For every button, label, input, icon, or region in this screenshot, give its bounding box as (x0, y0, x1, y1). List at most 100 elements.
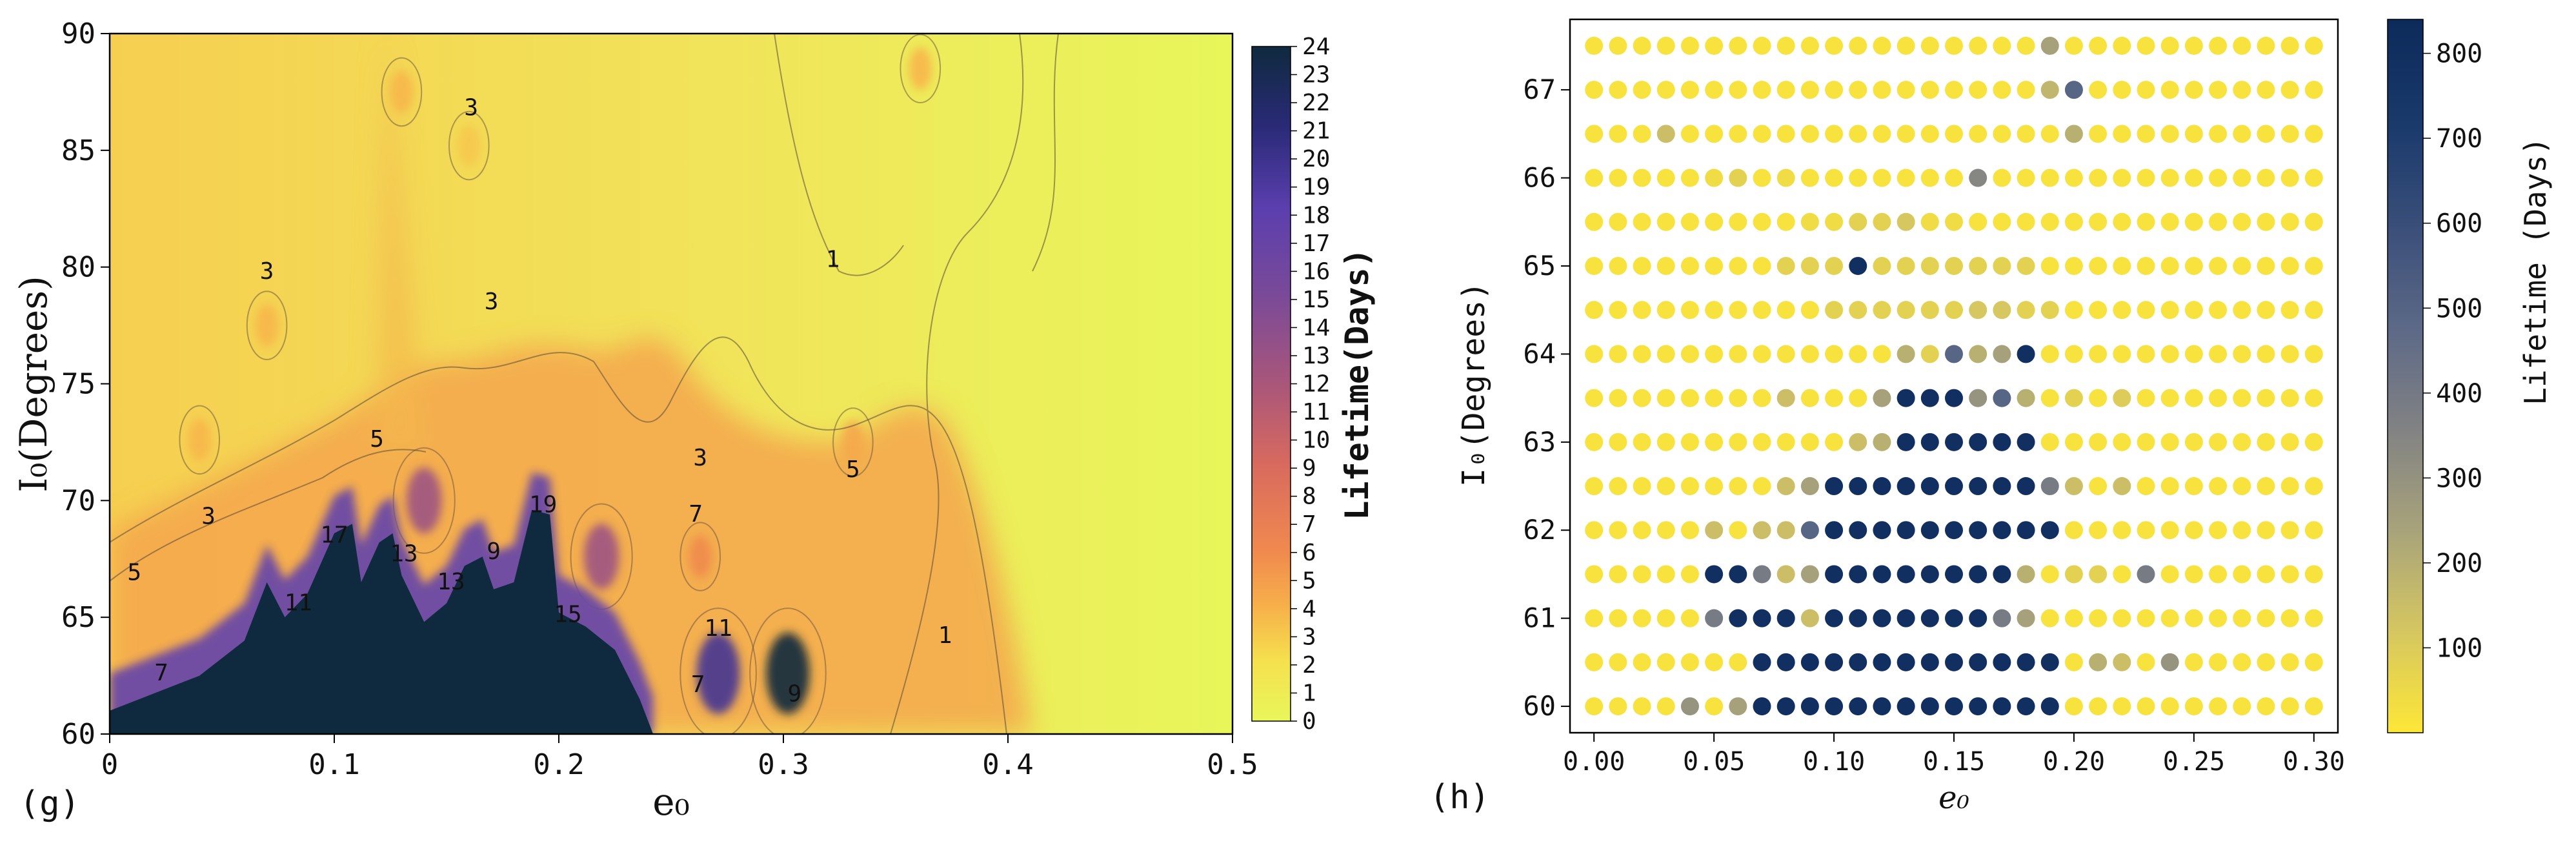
scatter-point (2209, 168, 2228, 187)
scatter-point (2233, 125, 2251, 143)
scatter-point (2040, 301, 2059, 320)
scatter-point (1849, 81, 1867, 99)
scatter-point (2089, 389, 2108, 407)
scatter-point (2233, 521, 2251, 540)
colorbar-label-h: Lifetime (Days) (2518, 137, 2553, 405)
hotspot-ring (749, 607, 827, 734)
scatter-point (2040, 256, 2059, 275)
scatter-point (2184, 81, 2203, 99)
hotspot-blob (766, 632, 810, 714)
scatter-point (2304, 565, 2323, 584)
scatter-point (1800, 168, 1819, 187)
scatter-point (1633, 301, 1651, 320)
scatter-point (1897, 653, 1915, 671)
colorbar-tick-label: 24 (1302, 34, 1330, 60)
scatter-point (2113, 389, 2131, 407)
scatter-point (2064, 521, 2083, 540)
scatter-point (1776, 301, 1795, 320)
contour-label: 3 (485, 289, 499, 315)
scatter-point (1849, 521, 1867, 540)
colorbar-h (2387, 19, 2424, 733)
scatter-point (2160, 301, 2179, 320)
scatter-point (1920, 125, 1939, 143)
scatter-point (2089, 36, 2108, 55)
scatter-point (2113, 212, 2131, 231)
scatter-point (1585, 81, 1604, 99)
scatter-point (1705, 609, 1724, 628)
scatter-point (1825, 433, 1844, 451)
scatter-point (2209, 345, 2228, 363)
scatter-point (1753, 521, 1771, 540)
scatter-point (2184, 653, 2203, 671)
scatter-point (2160, 521, 2179, 540)
scatter-point (1945, 36, 1963, 55)
scatter-point (2280, 477, 2299, 496)
scatter-point (1680, 697, 1699, 716)
scatter-point (1656, 609, 1675, 628)
x-tick-label: 0.5 (1207, 748, 1258, 781)
scatter-point (1897, 168, 1915, 187)
contour-label: 19 (529, 491, 557, 518)
scatter-point (1585, 168, 1604, 187)
scatter-point (2209, 565, 2228, 584)
contour-label: 17 (320, 522, 348, 548)
scatter-point (2040, 477, 2059, 496)
scatter-point (1800, 125, 1819, 143)
scatter-point (1849, 36, 1867, 55)
scatter-point (1897, 521, 1915, 540)
scatter-point (1609, 256, 1627, 275)
scatter-point (2304, 609, 2323, 628)
scatter-point (2064, 36, 2083, 55)
panel-label-g: (g) (19, 784, 80, 823)
scatter-point (2280, 212, 2299, 231)
x-tick-label: 0.4 (982, 748, 1033, 781)
scatter-point (1873, 212, 1891, 231)
scatter-point (1776, 256, 1795, 275)
scatter-point (1680, 565, 1699, 584)
scatter-point (2304, 389, 2323, 407)
scatter-point (2089, 125, 2108, 143)
x-tick-label: 0.15 (1923, 747, 1985, 777)
scatter-point (1993, 256, 2011, 275)
scatter-point (2233, 609, 2251, 628)
scatter-point (1585, 433, 1604, 451)
scatter-point (1945, 609, 1963, 628)
scatter-point (1945, 212, 1963, 231)
scatter-point (2257, 345, 2275, 363)
scatter-point (2017, 212, 2035, 231)
scatter-point (1656, 81, 1675, 99)
scatter-point (2137, 81, 2155, 99)
scatter-point (2040, 345, 2059, 363)
scatter-point (1633, 212, 1651, 231)
scatter-point (2209, 653, 2228, 671)
scatter-point (1897, 125, 1915, 143)
scatter-point (1729, 433, 1747, 451)
scatter-point (1705, 521, 1724, 540)
scatter-point (2017, 565, 2035, 584)
scatter-point (2304, 653, 2323, 671)
contour-label: 1 (938, 622, 952, 649)
scatter-point (2017, 477, 2035, 496)
scatter-point (1656, 697, 1675, 716)
scatter-point (1633, 433, 1651, 451)
hotspot (390, 70, 414, 114)
scatter-point (2089, 477, 2108, 496)
scatter-point (1609, 81, 1627, 99)
scatter-point (1705, 256, 1724, 275)
scatter-point (2280, 301, 2299, 320)
scatter-point (1849, 212, 1867, 231)
scatter-point (1873, 345, 1891, 363)
scatter-point (1680, 345, 1699, 363)
scatter-point (2257, 697, 2275, 716)
scatter-point (1729, 609, 1747, 628)
scatter-point (2089, 521, 2108, 540)
scatter-point (1825, 168, 1844, 187)
colorbar-tick-label: 11 (1302, 399, 1330, 425)
contour-line-3 (110, 336, 1007, 734)
core-region (110, 509, 654, 734)
y-tick-label: 85 (61, 134, 96, 167)
hotspot-blob (696, 632, 740, 714)
scatter-point (1729, 389, 1747, 407)
scatter-point (1849, 697, 1867, 716)
